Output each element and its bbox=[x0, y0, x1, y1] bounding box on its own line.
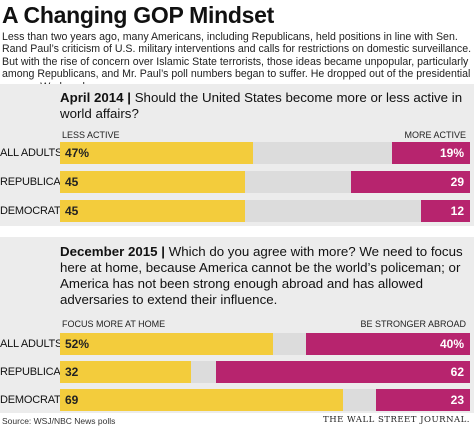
bar-left-segment bbox=[60, 171, 245, 193]
category-label: ALL ADULTS bbox=[0, 338, 63, 350]
panel-title: December 2015 bbox=[60, 244, 158, 259]
data-label-right: 62 bbox=[450, 365, 464, 379]
panel-title: April 2014 bbox=[60, 90, 124, 105]
data-label-right: 40% bbox=[439, 337, 464, 351]
data-label-left: 32 bbox=[65, 365, 79, 379]
panel-december-2015: December 2015 | Which do you agree with … bbox=[0, 237, 474, 413]
data-label-left: 69 bbox=[65, 393, 79, 407]
data-label-right: 12 bbox=[450, 204, 464, 218]
bar-right-segment bbox=[375, 389, 470, 411]
question-april-2014: April 2014 | Should the United States be… bbox=[60, 90, 463, 121]
bar-left-segment bbox=[60, 333, 274, 355]
data-label-left: 45 bbox=[65, 204, 79, 218]
left-series-label: FOCUS MORE AT HOME bbox=[62, 319, 166, 329]
category-label: ALL ADULTS bbox=[0, 147, 63, 159]
data-label-right: 19% bbox=[439, 146, 464, 160]
source-note: Source: WSJ/NBC News polls bbox=[2, 416, 116, 426]
category-label: REPUBLICANS bbox=[0, 366, 76, 378]
bar-left-segment bbox=[60, 361, 192, 383]
bar-right-segment bbox=[215, 361, 470, 383]
question-december-2015: December 2015 | Which do you agree with … bbox=[60, 244, 463, 307]
left-series-label: LESS ACTIVE bbox=[62, 130, 120, 140]
bar-track: 69 23 bbox=[60, 389, 470, 411]
bar-right-segment bbox=[306, 333, 470, 355]
bar-track: 32 62 bbox=[60, 361, 470, 383]
category-label: REPUBLICANS bbox=[0, 176, 76, 188]
bar-track: 45 12 bbox=[60, 200, 470, 222]
bar-right-segment bbox=[420, 200, 470, 222]
bar-right-segment bbox=[392, 142, 470, 164]
panel-question: Should the United States become more or … bbox=[60, 90, 463, 121]
bar-track: 45 29 bbox=[60, 171, 470, 193]
publisher-credit: THE WALL STREET JOURNAL. bbox=[323, 415, 470, 425]
category-label: DEMOCRATS bbox=[0, 394, 68, 406]
chart-title: A Changing GOP Mindset bbox=[2, 2, 274, 28]
data-label-right: 29 bbox=[450, 175, 464, 189]
panel-question: Which do you agree with more? We need to… bbox=[60, 244, 463, 307]
bar-track: 52% 40% bbox=[60, 333, 470, 355]
bar-left-segment bbox=[60, 200, 245, 222]
right-series-label: BE STRONGER ABROAD bbox=[360, 319, 466, 329]
data-label-left: 52% bbox=[65, 337, 90, 351]
bar-track: 47% 19% bbox=[60, 142, 470, 164]
bar-left-segment bbox=[60, 142, 253, 164]
panel-april-2014: April 2014 | Should the United States be… bbox=[0, 84, 474, 226]
data-label-right: 23 bbox=[450, 393, 464, 407]
bar-left-segment bbox=[60, 389, 343, 411]
right-series-label: MORE ACTIVE bbox=[404, 130, 466, 140]
bar-right-segment bbox=[351, 171, 470, 193]
data-label-left: 45 bbox=[65, 175, 79, 189]
category-label: DEMOCRATS bbox=[0, 205, 68, 217]
intro-text: Less than two years ago, many Americans,… bbox=[2, 31, 472, 93]
data-label-left: 47% bbox=[65, 146, 90, 160]
